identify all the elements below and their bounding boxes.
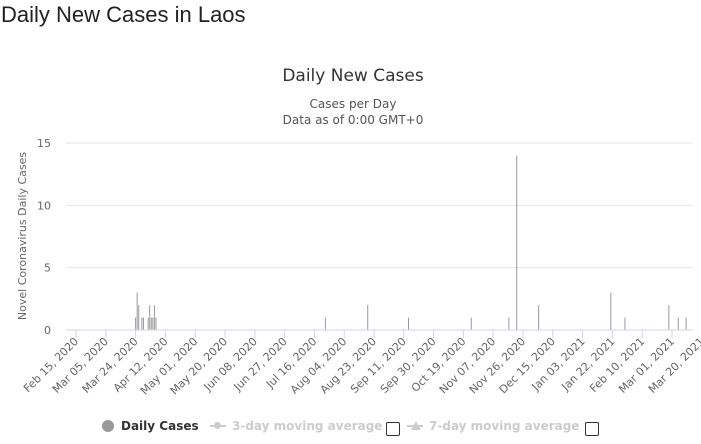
- legend-label-daily-cases: Daily Cases: [121, 419, 199, 433]
- y-tick-label: 10: [37, 199, 51, 212]
- bar[interactable]: [668, 305, 670, 330]
- bars: [135, 155, 687, 330]
- legend-item-daily-cases[interactable]: Daily Cases: [102, 416, 199, 436]
- chart-subtitle-line2: Data as of 0:00 GMT+0: [283, 113, 424, 127]
- y-tick-label: 0: [44, 324, 51, 337]
- bar[interactable]: [136, 292, 138, 330]
- bar[interactable]: [516, 155, 518, 330]
- bar[interactable]: [149, 305, 151, 330]
- bar[interactable]: [153, 305, 155, 330]
- y-tick-label: 15: [37, 137, 51, 150]
- bar[interactable]: [685, 317, 687, 330]
- grid-lines: [66, 142, 693, 269]
- bar[interactable]: [624, 317, 626, 330]
- bar[interactable]: [367, 305, 369, 330]
- chart-title: Daily New Cases: [282, 66, 424, 86]
- bar[interactable]: [147, 317, 149, 330]
- bar[interactable]: [677, 317, 679, 330]
- legend-item-7-day-average[interactable]: 7-day moving average: [407, 416, 579, 436]
- chart: Daily New Cases Cases per Day Data as of…: [16, 66, 701, 397]
- bar[interactable]: [610, 292, 612, 330]
- bar[interactable]: [408, 317, 410, 330]
- legend-item-3-day-average[interactable]: 3-day moving average: [210, 416, 382, 436]
- y-tick-label: 5: [44, 262, 51, 275]
- bar[interactable]: [135, 317, 137, 330]
- bar[interactable]: [324, 317, 326, 330]
- circle-marker-icon: [102, 420, 114, 432]
- y-axis-ticks: 0 5 10 15: [37, 137, 51, 337]
- line-triangle-marker-icon: [407, 420, 423, 432]
- bar[interactable]: [141, 317, 143, 330]
- bar[interactable]: [138, 305, 140, 330]
- bar[interactable]: [152, 317, 154, 330]
- bar[interactable]: [508, 317, 510, 330]
- page-heading: Daily New Cases in Laos: [1, 2, 246, 27]
- line-circle-marker-icon: [210, 420, 226, 432]
- bar[interactable]: [538, 305, 540, 330]
- bar[interactable]: [155, 317, 157, 330]
- chart-subtitle-line1: Cases per Day: [310, 97, 397, 111]
- legend-label-3-day-average: 3-day moving average: [232, 419, 383, 433]
- legend: Daily Cases 3-day moving average 7-day m…: [0, 416, 701, 438]
- bar[interactable]: [142, 317, 144, 330]
- legend-label-7-day-average: 7-day moving average: [429, 419, 580, 433]
- bar[interactable]: [150, 317, 152, 330]
- legend-checkbox-3-day-average[interactable]: [386, 422, 400, 436]
- legend-checkbox-7-day-average[interactable]: [585, 422, 599, 436]
- bar[interactable]: [470, 317, 472, 330]
- y-axis-title: Novel Coronavirus Daily Cases: [16, 152, 29, 320]
